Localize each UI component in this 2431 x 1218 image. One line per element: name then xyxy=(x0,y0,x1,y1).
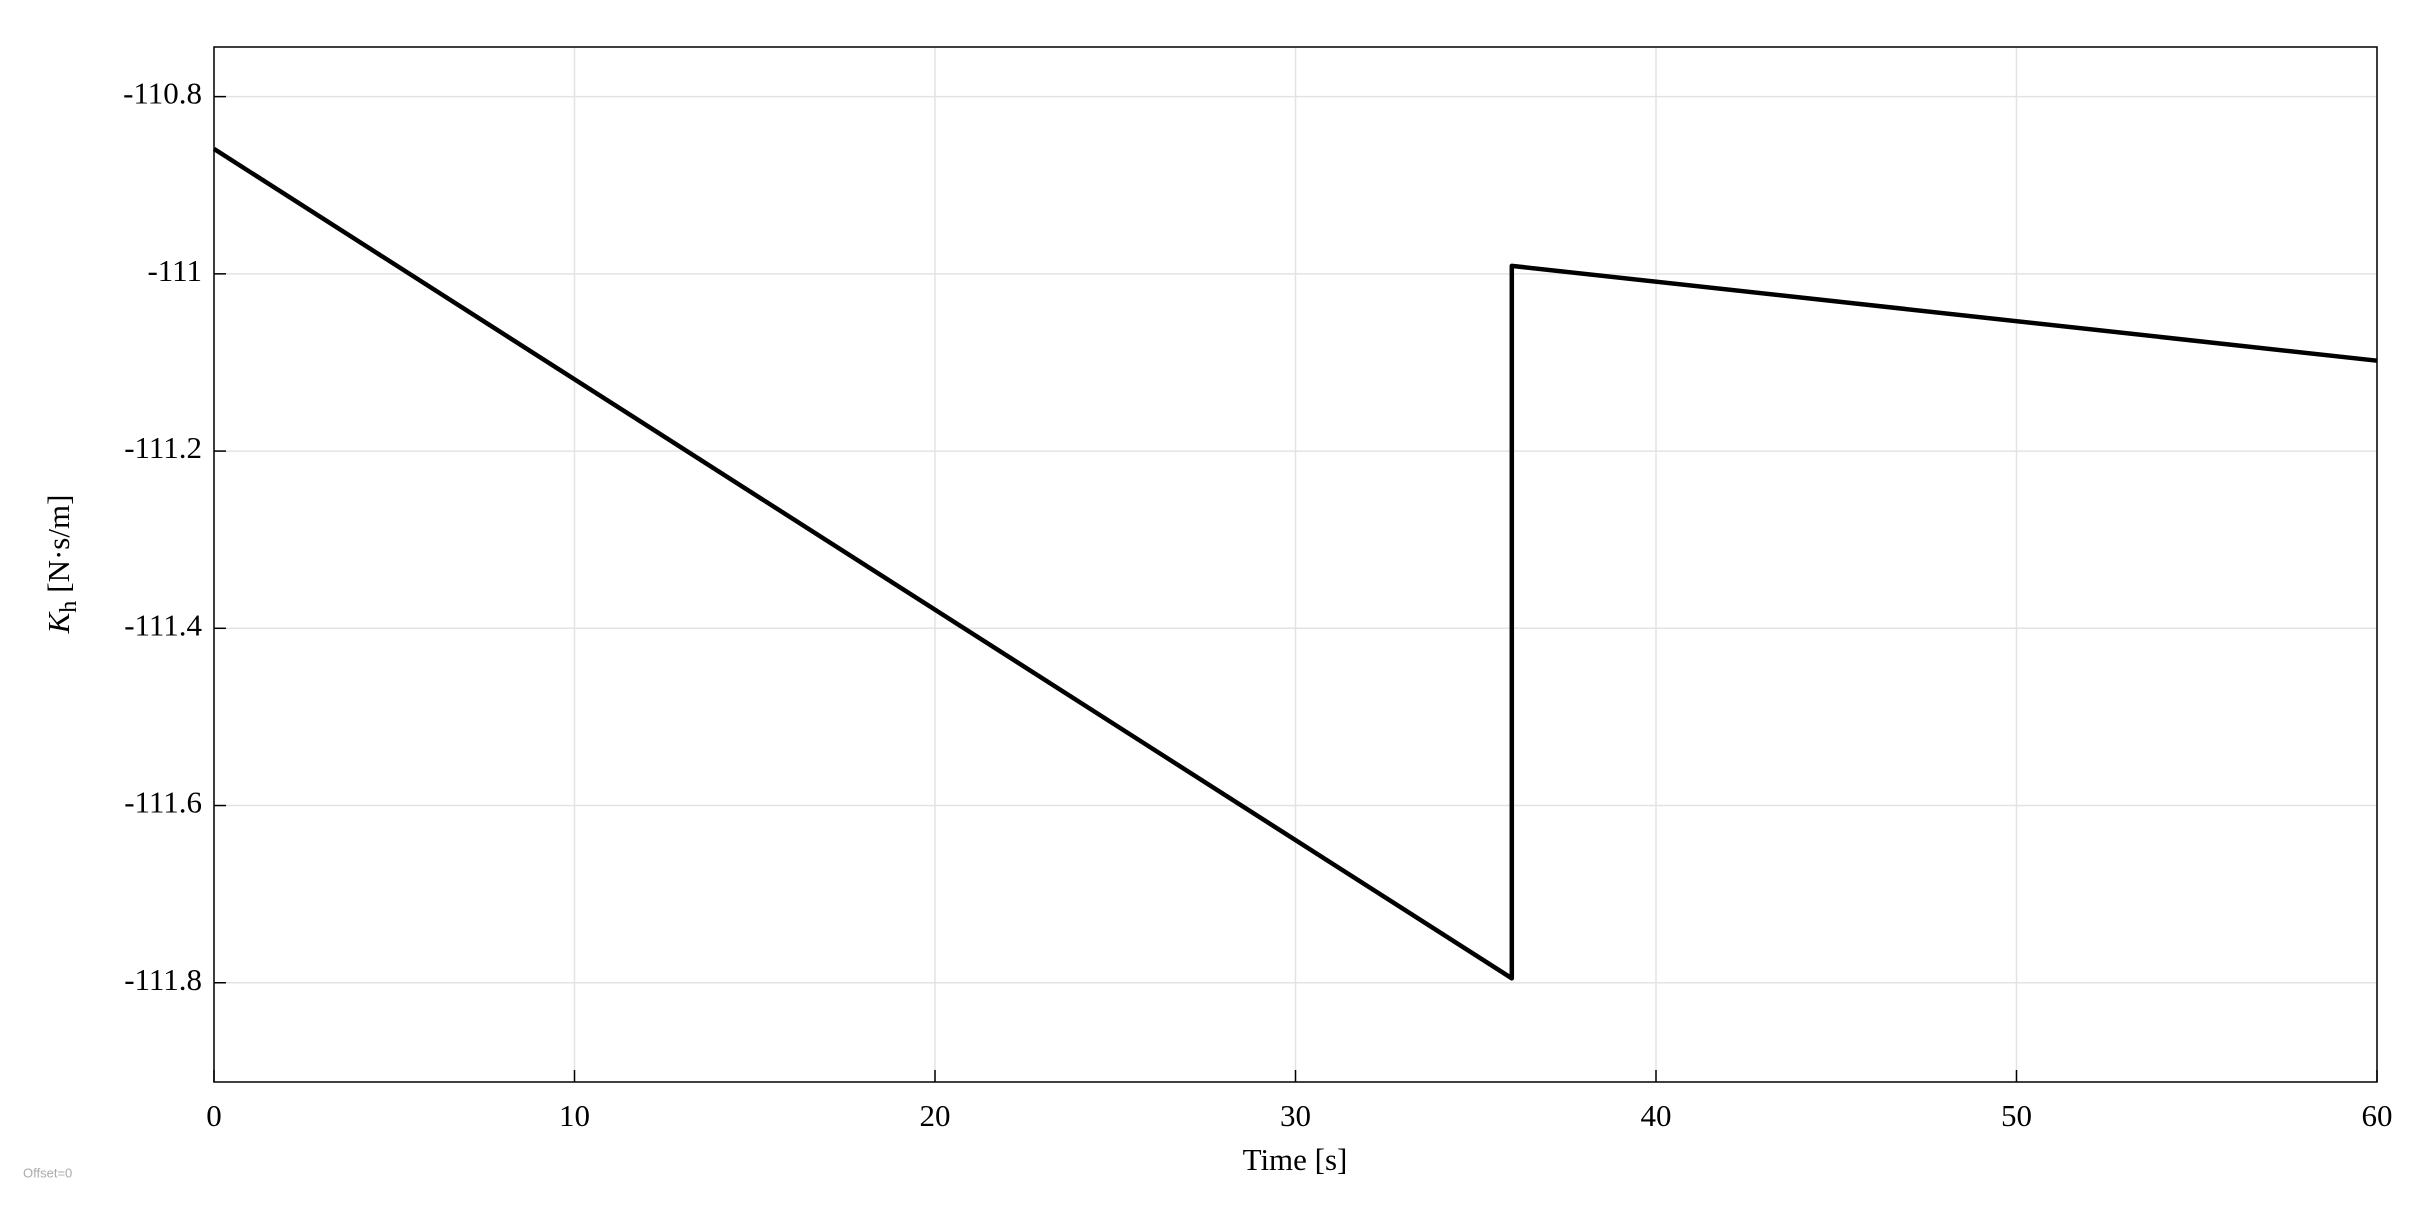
x-axis-label: Time [s] xyxy=(1243,1142,1348,1177)
y-label-subscript: h xyxy=(56,601,82,613)
x-tick-label: 0 xyxy=(206,1098,222,1133)
y-tick-label: -111.8 xyxy=(124,962,202,997)
y-label-unit: [N·s/m] xyxy=(41,495,76,593)
y-axis-label: Kh [N·s/m] xyxy=(41,495,81,635)
y-tick-label: -110.8 xyxy=(123,76,202,111)
x-tick-label: 10 xyxy=(559,1098,590,1133)
x-tick-label: 20 xyxy=(920,1098,951,1133)
data-line xyxy=(212,147,2378,981)
x-tick-label: 50 xyxy=(2001,1098,2032,1133)
y-tick-label: -111 xyxy=(147,253,202,288)
y-label-symbol: K xyxy=(41,610,76,634)
y-tick-label: -111.4 xyxy=(124,607,202,642)
plot-frame xyxy=(213,46,2378,1083)
y-tick-label: -111.6 xyxy=(124,785,202,820)
offset-note: Offset=0 xyxy=(23,1165,72,1180)
x-tick-label: 30 xyxy=(1280,1098,1311,1133)
x-tick-label: 40 xyxy=(1641,1098,1672,1133)
x-tick-label: 60 xyxy=(2362,1098,2393,1133)
y-tick-label: -111.2 xyxy=(124,430,202,465)
